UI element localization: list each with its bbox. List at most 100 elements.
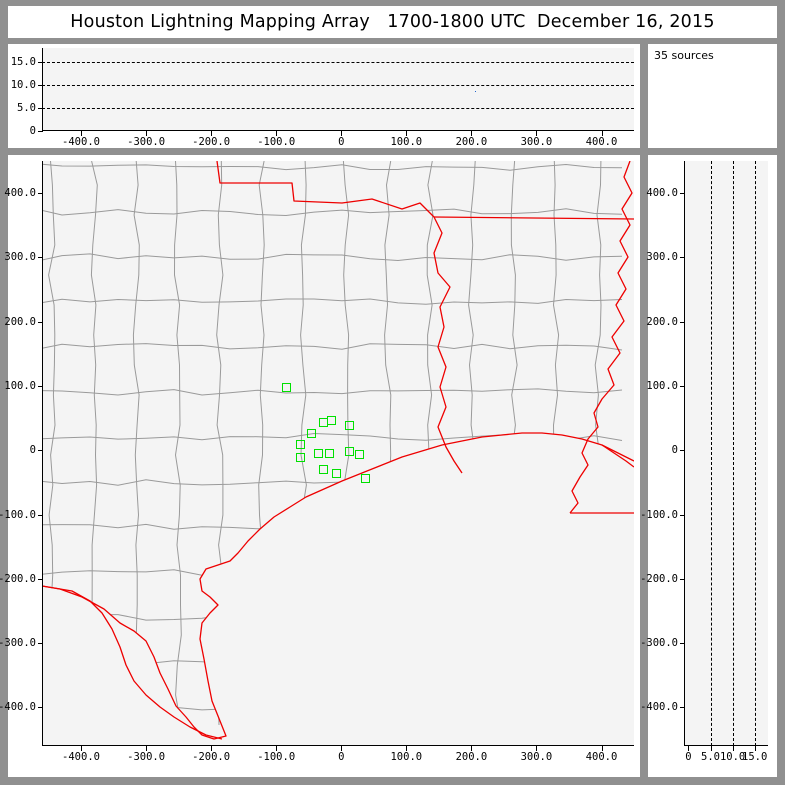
x-tick-mark (601, 746, 603, 751)
county-line (132, 161, 140, 726)
y-tick-label: 300.0 (4, 251, 36, 264)
y-tick-mark (38, 578, 43, 580)
y-tick-label: 0 (671, 444, 678, 457)
x-tick-label: 400.0 (585, 751, 618, 763)
source-count-label: 35 sources (654, 49, 714, 62)
x-tick-mark (732, 746, 734, 751)
altitude-vs-east-plot[interactable] (42, 48, 634, 131)
x-tick-label: 5.0 (701, 751, 720, 763)
x-tick-mark (536, 746, 538, 751)
map-geography (42, 161, 634, 746)
source-marker (361, 473, 370, 483)
gridline-y (42, 84, 634, 86)
gridline-y (42, 107, 634, 109)
north-vs-altitude-plot[interactable] (684, 161, 768, 746)
y-tick-mark (680, 514, 685, 516)
y-tick-label: -100.0 (0, 508, 36, 521)
y-tick-label: 200.0 (4, 315, 36, 328)
source-marker (345, 420, 355, 430)
source-marker (295, 440, 305, 450)
county-line (42, 208, 623, 216)
map-y-axis-line (42, 161, 43, 746)
y-tick-label: 10.0 (10, 78, 36, 91)
y-tick-mark (680, 193, 685, 195)
y-tick-mark (680, 257, 685, 259)
y-tick-mark (38, 257, 43, 259)
x-tick-label: 100.0 (390, 136, 423, 148)
y-tick-label: -400.0 (0, 701, 36, 714)
x-tick-label: -300.0 (127, 136, 166, 148)
x-tick-label: -400.0 (62, 751, 100, 763)
x-tick-label: -100.0 (257, 751, 296, 763)
y-tick-label: 100.0 (646, 380, 678, 392)
title-bar: Houston Lightning Mapping Array 1700-180… (8, 6, 777, 38)
county-line (42, 343, 623, 351)
y-tick-label: -300.0 (0, 637, 36, 650)
source-marker (307, 428, 316, 438)
source-marker (327, 415, 337, 425)
source-marker (344, 447, 354, 457)
x-tick-label: 400.0 (585, 136, 618, 148)
x-tick-label: -100.0 (257, 136, 296, 148)
source-marker (325, 449, 335, 459)
y-tick-mark (680, 643, 685, 645)
y-tick-label: -300.0 (640, 637, 678, 650)
y-tick-label: 400.0 (646, 187, 678, 200)
x-tick-mark (341, 746, 343, 751)
x-tick-label: 300.0 (520, 751, 553, 763)
y-tick-label: -200.0 (0, 572, 36, 585)
y-tick-label: 400.0 (4, 187, 36, 200)
gridline-x (710, 161, 712, 746)
x-tick-mark (146, 131, 148, 136)
county-line (42, 253, 623, 261)
county-line (42, 388, 623, 396)
x-tick-mark (81, 746, 82, 751)
y-tick-label: 200.0 (646, 315, 678, 328)
y-tick-mark (38, 131, 43, 132)
y-tick-mark (680, 707, 685, 709)
y-tick-mark (38, 450, 43, 452)
county-line (42, 298, 623, 305)
y-tick-mark (38, 514, 43, 516)
y-tick-label: 0 (29, 444, 36, 457)
data-point (474, 91, 476, 93)
y-tick-label: 0 (29, 125, 36, 137)
plan-view-map-plot[interactable] (42, 161, 634, 746)
x-tick-label: -200.0 (192, 136, 231, 148)
y-tick-label: -400.0 (640, 701, 678, 714)
x-tick-mark (211, 746, 213, 751)
north-vs-altitude-panel: -400.0 -300.0 -200.0 -100.0 0 100.0 200.0 300.0… (640, 155, 777, 777)
state-borders (42, 161, 634, 740)
y-tick-mark (38, 707, 43, 709)
gridline-x (754, 161, 756, 746)
source-marker (295, 453, 305, 462)
y-tick-label: -200.0 (640, 572, 678, 585)
x-tick-mark (536, 131, 538, 136)
source-marker (318, 465, 328, 475)
x-tick-mark (406, 746, 408, 751)
x-tick-mark (710, 746, 712, 751)
y-tick-mark (38, 386, 43, 387)
gridline-y (42, 61, 634, 63)
x-tick-mark (81, 131, 82, 136)
plan-view-map-panel: -400.0 -300.0 -200.0 -100.0 0 100.0 200.0 300.0… (0, 155, 640, 777)
y-tick-mark (680, 578, 685, 580)
gulf-of-mexico (42, 433, 634, 746)
x-tick-label: -300.0 (127, 751, 166, 763)
x-tick-mark (471, 746, 473, 751)
x-tick-label: 10.0 (719, 751, 746, 763)
x-tick-mark (688, 746, 690, 751)
x-tick-label: 0 (338, 136, 345, 148)
altitude-vs-east-panel: 0 5.0 10.0 15.0 -400.0 -300.0 -200.0 -100.0 0 10… (8, 44, 640, 148)
y-tick-label: 100.0 (4, 380, 36, 392)
x-tick-mark (276, 746, 278, 751)
x-tick-label: 300.0 (520, 136, 553, 148)
x-tick-mark (276, 131, 278, 136)
source-marker (355, 450, 365, 460)
y-tick-label: 5.0 (17, 101, 36, 114)
gridline-x (732, 161, 734, 746)
x-tick-mark (211, 131, 213, 136)
map-x-axis-line (42, 745, 634, 746)
y-tick-mark (38, 84, 43, 86)
source-marker (281, 382, 291, 392)
